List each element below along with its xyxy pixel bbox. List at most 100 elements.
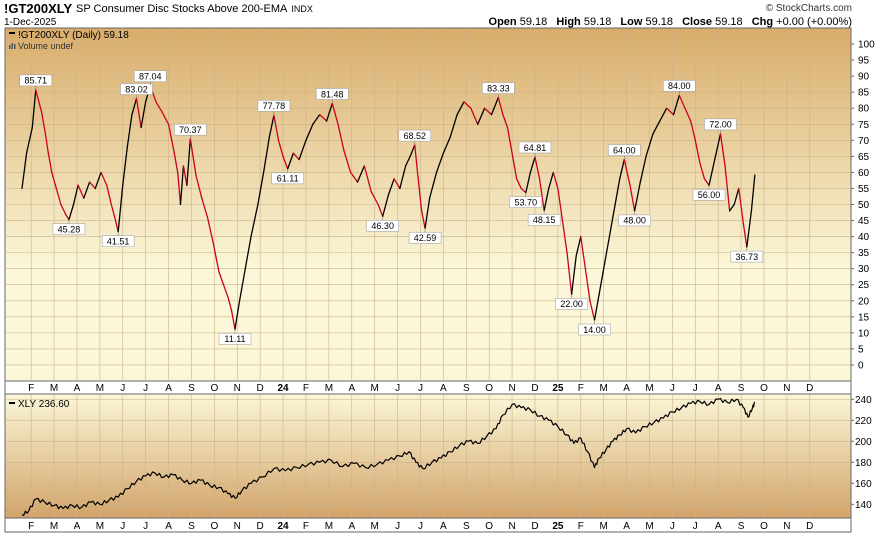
data-label-box xyxy=(555,298,588,310)
breadth-segment xyxy=(543,187,550,212)
top-x-tick-label: D xyxy=(806,383,813,394)
top-x-tick-label: F xyxy=(578,383,584,394)
top-x-tick-label: M xyxy=(325,383,333,394)
breadth-segment xyxy=(678,94,686,109)
breadth-segment xyxy=(703,178,710,186)
chg-label: Chg xyxy=(751,16,774,28)
breadth-segment xyxy=(575,235,582,257)
breadth-segment xyxy=(750,174,756,212)
data-label: 53.70 xyxy=(515,197,538,207)
bottom-x-axis: F M A M J J A S O N D 24 F M A M J J A S O N D 25 F M A M J J A S O N D xyxy=(28,521,813,532)
breadth-segment xyxy=(35,89,43,113)
top-x-tick-label: M xyxy=(600,383,608,394)
data-label: 72.00 xyxy=(709,120,732,130)
bottom-x-tick-label: S xyxy=(463,521,470,532)
breadth-segment xyxy=(516,178,522,190)
data-label-box xyxy=(133,70,167,82)
breadth-segment xyxy=(645,133,654,158)
breadth-segment xyxy=(83,181,91,199)
breadth-segment xyxy=(724,165,731,212)
data-label: 45.28 xyxy=(58,224,81,234)
data-label: 14.00 xyxy=(583,325,606,335)
data-label-box xyxy=(408,232,442,244)
data-label: 64.81 xyxy=(524,143,547,153)
bottom-x-tick-label: M xyxy=(600,521,608,532)
data-label: 42.59 xyxy=(414,233,437,243)
bottom-x-tick-label: F xyxy=(578,521,584,532)
data-label: 48.15 xyxy=(533,215,556,225)
breadth-segment xyxy=(684,107,692,122)
top-y-tick-label: 55 xyxy=(858,184,870,195)
breadth-segment xyxy=(155,101,163,113)
x-axis-strip-top xyxy=(4,380,852,395)
xly-price-line xyxy=(21,397,756,516)
data-label-box xyxy=(174,123,207,136)
breadth-segment xyxy=(409,144,416,158)
top-legend: !GT200XLY (Daily) 59.18 Volume undef xyxy=(9,30,129,51)
bottom-x-tick-label: D xyxy=(531,521,538,532)
bottom-x-tick-label: M xyxy=(96,521,104,532)
breadth-segment xyxy=(694,139,701,164)
bottom-legend-text: XLY 236.60 xyxy=(18,399,70,410)
top-x-tick-label: O xyxy=(210,383,218,394)
data-label-box xyxy=(730,250,764,263)
top-x-tick-label: M xyxy=(96,383,104,394)
bottom-x-tick-label: A xyxy=(165,521,172,532)
bottom-x-tick-label: F xyxy=(303,521,309,532)
chart-date: 1-Dec-2025 xyxy=(4,17,57,28)
breadth-segment xyxy=(424,197,431,229)
top-y-tick-label: 90 xyxy=(858,72,870,83)
top-x-tick-label: A xyxy=(165,383,172,394)
breadth-segment xyxy=(629,184,636,212)
breadth-segment xyxy=(51,171,58,190)
breadth-segment xyxy=(502,113,509,129)
breadth-segment xyxy=(177,171,182,206)
top-y-tick-label: 25 xyxy=(858,280,870,291)
bottom-gridlines xyxy=(5,394,851,518)
data-label: 22.00 xyxy=(560,299,583,309)
data-label: 70.37 xyxy=(179,125,202,135)
breadth-segment xyxy=(292,152,300,161)
breadth-segment xyxy=(298,139,307,161)
breadth-segment xyxy=(268,114,275,138)
data-label: 87.04 xyxy=(139,71,162,81)
breadth-segment xyxy=(363,165,372,193)
breadth-line xyxy=(21,84,756,330)
breadth-segment xyxy=(538,178,545,212)
top-y-tick-label: 70 xyxy=(858,136,870,147)
top-x-tick-label: M xyxy=(371,383,379,394)
breadth-segment xyxy=(312,113,321,125)
breadth-segment xyxy=(414,144,419,180)
top-x-tick-label: F xyxy=(303,383,309,394)
breadth-segment xyxy=(428,171,438,199)
breadth-segment xyxy=(238,268,246,302)
breadth-segment xyxy=(672,94,680,116)
breadth-segment xyxy=(161,110,170,125)
top-y-axis: 0 5 10 15 20 25 30 35 40 45 50 55 60 65 70 75 80 85 90 95 10… xyxy=(851,40,875,371)
breadth-segment xyxy=(659,107,668,122)
xly-line-path xyxy=(21,397,756,516)
top-y-tick-label: 100 xyxy=(858,40,875,51)
breadth-segment xyxy=(382,194,390,218)
data-label-box xyxy=(271,172,304,185)
breadth-segment xyxy=(623,158,631,186)
breadth-segment xyxy=(490,96,499,116)
breadth-segment xyxy=(552,171,559,190)
data-label-box xyxy=(366,220,399,232)
breadth-segment xyxy=(652,120,661,135)
data-label: 85.71 xyxy=(24,76,47,86)
top-y-tick-label: 45 xyxy=(858,216,870,227)
bottom-x-tick-label: S xyxy=(738,521,745,532)
bottom-x-tick-label: A xyxy=(623,521,630,532)
breadth-segment xyxy=(708,158,716,186)
breadth-segment xyxy=(463,101,472,109)
breadth-segment xyxy=(589,300,596,321)
breadth-segment xyxy=(106,184,112,206)
top-x-tick-label: J xyxy=(693,383,698,394)
breadth-segment xyxy=(182,165,188,186)
breadth-segment xyxy=(666,107,675,116)
top-y-tick-label: 15 xyxy=(858,312,870,323)
bottom-x-tick-label: J xyxy=(120,521,125,532)
breadth-segment xyxy=(557,187,564,222)
breadth-segment xyxy=(580,235,587,270)
